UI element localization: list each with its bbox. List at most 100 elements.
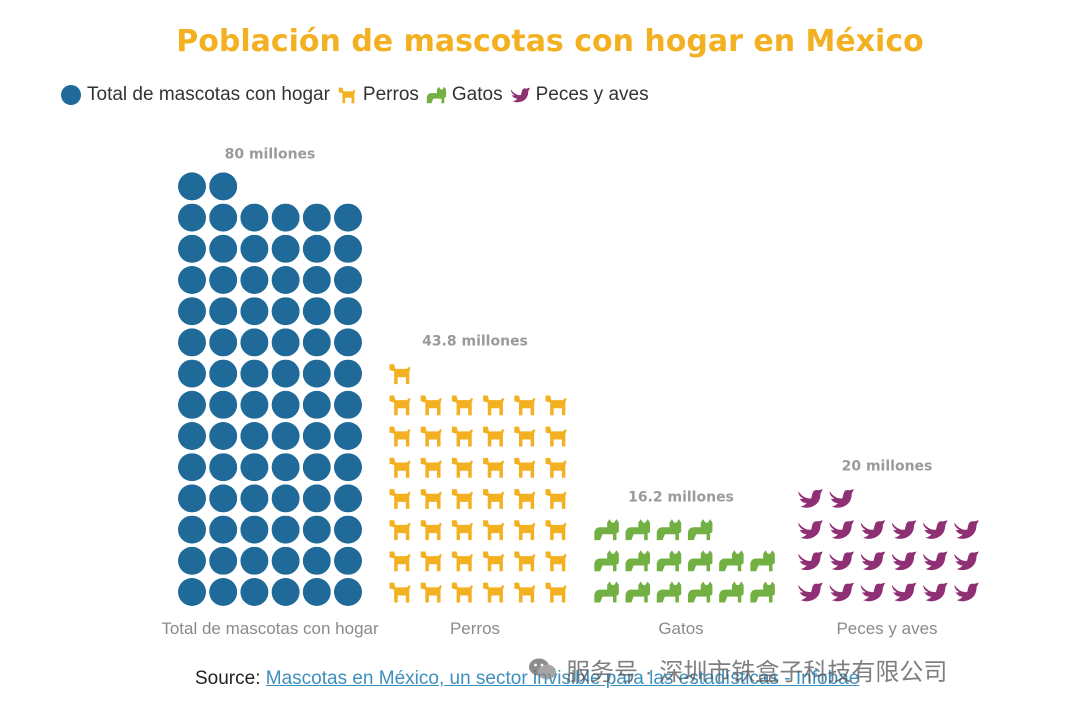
legend-label-total: Total de mascotas con hogar [87,84,330,105]
wechat-icon [529,658,556,679]
icon-mark [271,297,300,326]
icon-mark [209,546,238,575]
value-label: 43.8 millones [422,334,528,350]
icon-mark [178,328,206,357]
icon-mark [514,551,536,572]
icon-mark [240,484,269,513]
icon-mark [240,515,269,544]
icon-mark [451,395,473,416]
icon-mark [451,457,473,478]
icon-mark [389,520,411,541]
icon-mark [334,546,362,575]
icon-mark [271,390,300,419]
icon-mark [209,203,238,232]
icon-mark [334,578,362,606]
icon-mark [420,426,442,447]
icon-mark [240,578,269,606]
icon-mark [891,520,917,539]
legend-label-gatos: Gatos [451,84,503,105]
icon-mark [271,328,300,357]
icon-mark [860,520,886,539]
icon-mark [302,453,331,482]
icon-mark [178,266,206,294]
legend: Total de mascotas con hogar Perros Gatos… [60,84,655,106]
icon-mark [625,550,651,572]
source-line: Source: Mascotas en México, un sector in… [195,668,859,690]
icon-mark [209,484,238,513]
icon-mark [209,453,238,482]
icon-mark [829,520,855,539]
icon-mark [656,519,682,541]
icon-mark [240,203,269,232]
icon-mark [687,519,713,541]
icon-mark [178,172,206,201]
watermark-text: 服务号 · 深圳市铁盒子科技有限公司 [566,659,948,686]
icon-mark [923,520,948,539]
bird-icon [509,84,531,106]
icon-mark [178,515,206,544]
icon-mark [271,515,300,544]
icon-mark [178,390,206,419]
icon-mark [271,546,300,575]
icon-mark [302,390,331,419]
icon-mark [240,390,269,419]
icon-mark [334,328,362,357]
icon-mark [178,453,206,482]
icon-mark [891,582,917,602]
icon-mark [302,422,331,450]
icon-mark [625,581,651,603]
icon-bar-chart: 80 millones Total de mascotas con hogar 43… [161,146,979,638]
icon-mark [483,582,505,603]
icon-mark [545,426,567,447]
icon-mark [545,457,567,478]
icon-mark [719,550,744,572]
icon-mark [750,550,775,572]
icon-mark [420,395,442,416]
category-label: Perros [450,619,500,638]
icon-mark [514,489,536,509]
icon-mark [420,582,442,603]
icon-mark [209,172,238,201]
category-label: Gatos [658,619,703,638]
icon-mark [420,520,442,541]
legend-item-gatos: Gatos [425,84,503,106]
icon-mark [420,365,442,385]
icon-mark [625,519,651,541]
icon-mark [271,484,300,513]
icon-mark [545,582,567,603]
icon-mark [240,422,269,450]
icon-mark [389,364,411,385]
icon-mark [209,297,238,326]
icon-mark [545,520,567,541]
icon-mark [514,457,536,478]
icon-mark [334,453,362,482]
legend-label-peces: Peces y aves [535,84,649,105]
legend-item-perros: Perros [336,84,419,106]
icon-mark [483,457,505,478]
icon-mark [302,546,331,575]
icon-mark [334,484,362,513]
category-label: Total de mascotas con hogar [161,619,379,638]
icon-mark [302,484,331,513]
icon-mark [656,581,682,603]
icon-mark [334,390,362,419]
icon-mark [334,515,362,544]
icon-mark [420,457,442,478]
icon-mark [656,550,682,572]
icon-mark [209,515,238,544]
watermark: 服务号 · 深圳市铁盒子科技有限公司 [528,652,947,687]
icon-mark [829,551,855,571]
icon-mark [302,515,331,544]
icon-mark [240,328,269,357]
value-label: 20 millones [842,458,933,474]
icon-mark [514,395,536,416]
icon-mark [514,426,536,447]
icon-mark [302,203,331,232]
icon-mark [271,234,300,263]
icon-mark [302,578,331,606]
source-link[interactable]: Mascotas en México, un sector invisible … [265,668,860,689]
icon-mark [178,422,206,450]
icon-mark [594,581,619,603]
icon-mark [389,582,411,603]
icon-mark [271,266,300,294]
